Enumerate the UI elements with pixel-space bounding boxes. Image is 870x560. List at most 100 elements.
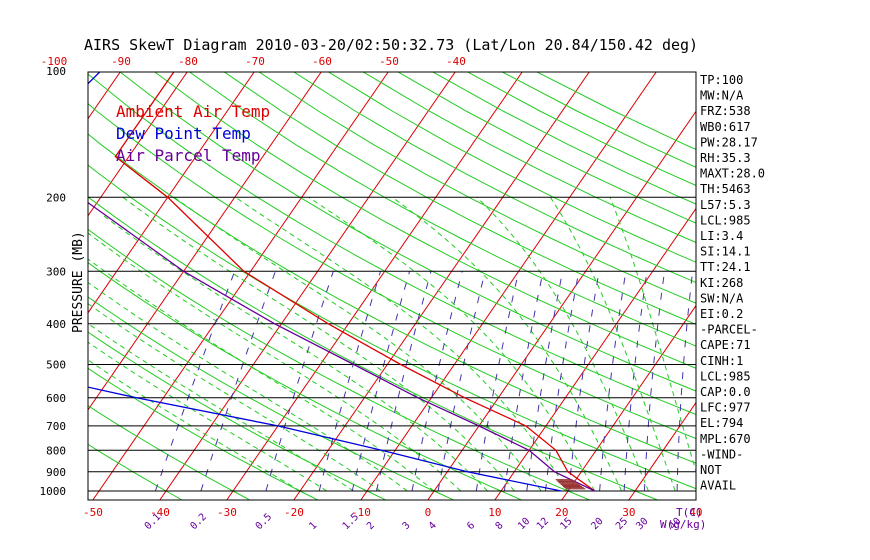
cape-hatch xyxy=(555,479,586,490)
moist-adiabat-line xyxy=(88,359,301,492)
dry-adiabat-line xyxy=(223,72,696,325)
air-parcel-temp-line xyxy=(88,201,596,492)
mixing-ratio-tick-label: 6 xyxy=(465,520,477,532)
top-temp-tick-label: -70 xyxy=(245,55,265,68)
dry-adiabat-line xyxy=(88,164,696,490)
pressure-tick-label: 900 xyxy=(46,466,66,479)
index-entry: CINH:1 xyxy=(700,354,743,368)
index-entry: KI:268 xyxy=(700,276,743,290)
isotherm-line xyxy=(92,72,389,500)
mixing-ratio-line xyxy=(475,271,520,492)
bottom-temp-tick-label: -20 xyxy=(284,506,304,519)
pressure-tick-label: 1000 xyxy=(40,485,67,498)
bottom-temp-tick-labels: -50 -40 -30 -20 -10 0 10 20 30 40 xyxy=(83,506,703,519)
index-entry: SW:N/A xyxy=(700,291,744,305)
mixing-ratio-line xyxy=(154,271,236,492)
dry-adiabat-line xyxy=(88,103,696,440)
isotherm-line xyxy=(88,72,121,120)
mixing-ratio-line xyxy=(568,271,600,492)
top-temp-tick-label: -50 xyxy=(379,55,399,68)
isotherm-line xyxy=(561,304,696,500)
index-entry: TP:100 xyxy=(700,73,743,87)
isotherm-line xyxy=(88,72,322,411)
pressure-tick-label: 500 xyxy=(46,359,66,372)
mixing-ratio-line xyxy=(265,271,334,492)
pressure-tick-label: 600 xyxy=(46,392,66,405)
index-entry: EL:794 xyxy=(700,416,743,430)
pressure-tick-label: 800 xyxy=(46,444,66,457)
dry-adiabat-line xyxy=(88,262,522,500)
index-entry: TH:5463 xyxy=(700,182,751,196)
top-temp-tick-label: -100 xyxy=(41,55,68,68)
bottom-temp-tick-label: -40 xyxy=(150,506,170,519)
dry-adiabat-line xyxy=(258,72,696,304)
index-entry: L57:5.3 xyxy=(700,198,751,212)
mixing-ratio-tick-label: 8 xyxy=(494,520,506,532)
top-temp-tick-label: -80 xyxy=(178,55,198,68)
isotherm-line xyxy=(763,71,870,500)
index-entry: SI:14.1 xyxy=(700,245,751,259)
dry-adiabat-line xyxy=(88,296,454,500)
dry-adiabat-line xyxy=(88,133,696,464)
dry-adiabat-line xyxy=(153,72,696,369)
index-entry: LI:3.4 xyxy=(700,229,743,243)
bottom-temp-tick-label: -30 xyxy=(217,506,237,519)
mixing-ratio-line xyxy=(200,271,276,492)
dew-point-temp-line xyxy=(88,72,562,492)
mixing-ratio-line xyxy=(411,271,463,492)
mixing-ratio-line xyxy=(623,271,648,492)
moist-adiabat-line xyxy=(609,197,696,473)
index-entry: LFC:977 xyxy=(700,401,751,415)
index-entry: EI:0.2 xyxy=(700,307,743,321)
dry-adiabat-line xyxy=(431,72,696,205)
mixing-ratio-line xyxy=(545,271,580,492)
isotherm-line xyxy=(427,110,696,500)
dry-adiabat-line xyxy=(88,405,250,500)
dry-adiabat-line xyxy=(362,72,696,243)
chart-title: AIRS SkewT Diagram 2010-03-20/02:50:32.7… xyxy=(84,36,698,54)
bottom-temp-tick-label: 40 xyxy=(689,506,702,519)
mixing-ratio-line xyxy=(318,271,381,492)
profiles xyxy=(88,72,596,492)
top-temp-tick-label: -40 xyxy=(446,55,466,68)
mixing-ratio-tick-label: 30 xyxy=(634,516,650,532)
legend-entry: Air Parcel Temp xyxy=(116,146,261,165)
moist-adiabat-line xyxy=(173,196,542,492)
isotherm-line xyxy=(226,72,523,500)
grid-lines xyxy=(0,71,870,500)
mixing-ratio-tick-label: 2 xyxy=(365,520,377,532)
index-entry: RH:35.3 xyxy=(700,151,751,165)
dry-adiabat-line xyxy=(119,72,696,392)
moist-adiabat-line xyxy=(88,258,435,492)
index-entry: CAPE:71 xyxy=(700,338,751,352)
index-entry: MAXT:28.0 xyxy=(700,167,765,181)
dry-adiabat-line xyxy=(88,367,318,500)
bottom-temp-tick-label: 20 xyxy=(555,506,568,519)
pressure-tick-labels: 100 200 300 400 500 600 700 800 900 1000 xyxy=(40,65,67,498)
mixing-ratio-line xyxy=(351,271,411,492)
dry-adiabat-line xyxy=(466,72,696,187)
isotherm-line xyxy=(0,71,54,500)
isotherm-line xyxy=(88,72,255,314)
mixing-ratio-line xyxy=(526,271,564,492)
isotherm-line xyxy=(628,401,696,500)
legend: Ambient Air Temp Dew Point Temp Air Parcel… xyxy=(116,102,270,165)
bottom-temp-tick-label: -10 xyxy=(351,506,371,519)
mixing-ratio-line xyxy=(676,271,694,492)
index-entry: LCL:985 xyxy=(700,369,751,383)
index-entry: LCL:985 xyxy=(700,213,751,227)
moist-adiabat-line xyxy=(392,196,623,492)
moist-adiabat-line xyxy=(88,341,328,492)
index-entry: PW:28.17 xyxy=(700,135,758,149)
mixing-ratio-tick-label: 3 xyxy=(401,520,413,532)
legend-entry: Dew Point Temp xyxy=(116,124,251,143)
mixing-ratio-line xyxy=(599,271,627,492)
dry-adiabat-line xyxy=(88,228,590,500)
moist-adiabat-line xyxy=(88,281,408,492)
dry-adiabat-line xyxy=(88,73,696,416)
index-entry: FRZ:538 xyxy=(700,104,751,118)
mixing-ratio-tick-label: 10 xyxy=(516,516,532,532)
moist-adiabat-line xyxy=(88,232,462,492)
